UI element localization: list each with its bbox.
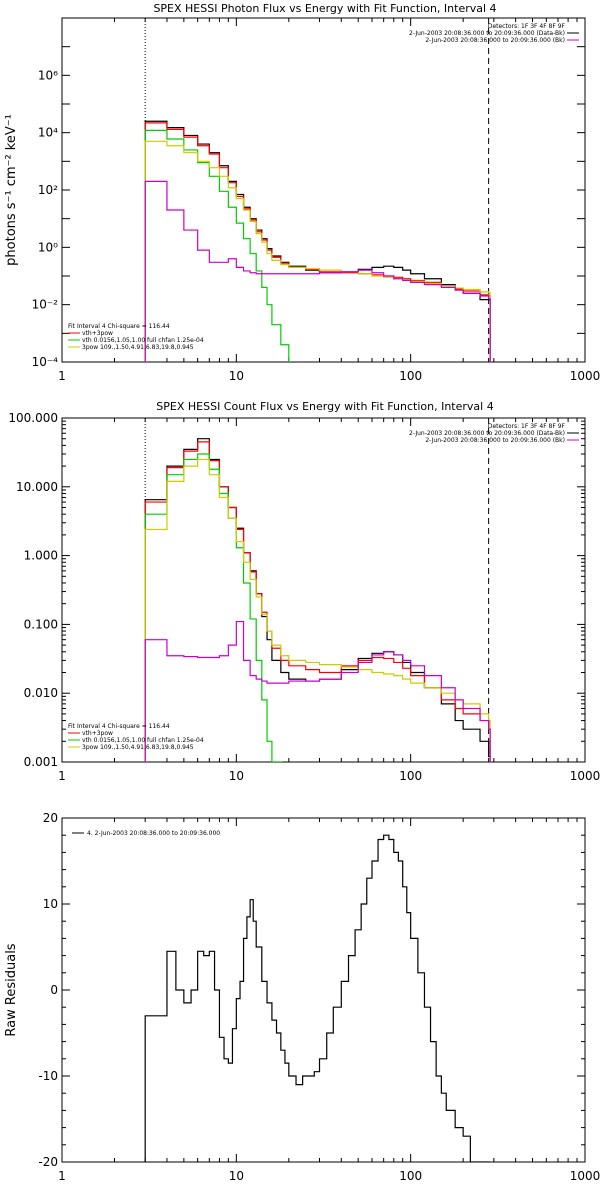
x-tick-label: 100	[399, 369, 422, 383]
y-axis-label-text: photons s⁻¹ cm⁻² keV⁻¹	[4, 114, 19, 266]
legend-entry: 3pow 109.,1.50,4.91,6.83,19.8,0.945	[82, 344, 194, 351]
x-tick-label: 1000	[570, 369, 600, 383]
legend-entry: 2-Jun-2003 20:08:36.000 to 20:09:36.000 …	[409, 430, 565, 437]
legend-entry: 2-Jun-2003 20:08:36.000 to 20:09:36.000 …	[409, 30, 565, 37]
legend-entry: 2-Jun-2003 20:08:36.000 to 20:09:36.000 …	[425, 37, 565, 44]
data-series-1	[144, 122, 491, 362]
series-group	[144, 438, 491, 762]
y-tick-label: 20	[43, 811, 58, 825]
y-tick-label: 0.100	[24, 617, 58, 631]
legend-entry: Fit Interval 4 Chi-square = 116.44	[68, 323, 170, 330]
legend-entry: vth+3pow	[82, 730, 113, 737]
x-tick-label: 100	[399, 769, 422, 783]
x-tick-label: 100	[399, 1169, 422, 1183]
chart-title: SPEX HESSI Photon Flux vs Energy with Fi…	[153, 2, 496, 15]
y-tick-label: 0	[50, 983, 58, 997]
series-group	[144, 120, 491, 362]
x-tick-label: 1	[58, 769, 66, 783]
y-tick-label: 10²	[38, 183, 58, 197]
legend-entry: 4. 2-Jun-2003 20:08:36.000 to 20:09:36.0…	[87, 830, 220, 837]
y-tick-label: 10⁰	[38, 240, 58, 254]
y-tick-label: 10⁻⁴	[32, 355, 59, 369]
y-tick-label: 100.000	[8, 411, 58, 425]
legend-entry: Fit Interval 4 Chi-square = 116.44	[68, 723, 170, 730]
y-tick-label: -10	[38, 1069, 58, 1083]
legend-entry: 3pow 109.,1.50,4.91,6.83,19.8,0.945	[82, 744, 194, 751]
y-tick-label: 0.001	[24, 755, 58, 769]
data-series-0	[144, 438, 491, 762]
legend-entry: vth 0.0156,1.05,1.00 full chfan 1.25e-04	[82, 337, 204, 344]
data-series-3	[144, 140, 491, 362]
y-axis-label: Raw Residuals	[4, 943, 19, 1036]
y-tick-label: -20	[38, 1155, 58, 1169]
data-series-0	[144, 120, 491, 362]
x-tick-label: 1000	[570, 1169, 600, 1183]
y-tick-label: 10⁻²	[32, 298, 59, 312]
y-tick-label: 10.000	[16, 480, 58, 494]
chart-title: SPEX HESSI Count Flux vs Energy with Fit…	[156, 400, 493, 413]
legend-entry: vth+3pow	[82, 330, 113, 337]
y-axis-label: photons s⁻¹ cm⁻² keV⁻¹	[4, 114, 19, 266]
legend-entry: vth 0.0156,1.05,1.00 full chfan 1.25e-04	[82, 737, 204, 744]
plot-area: 1 10 100 1000 -20 -10 0 10 20 4. 2-Jun-2003 20:08…	[38, 811, 600, 1183]
data-series-4	[144, 620, 491, 762]
data-series-0	[144, 834, 491, 1162]
plot-area: 1 10 100 1000 10⁻⁴ 10⁻² 10⁰ 10² 10⁴ 10⁶ Detectors:…	[32, 17, 600, 383]
data-series-3	[144, 458, 491, 762]
legend-entry: Detectors: 1F 3F 4F 8F 9F	[488, 23, 566, 30]
y-tick-label: 10⁴	[38, 126, 58, 140]
y-axis-label-text: Raw Residuals	[4, 943, 19, 1036]
x-tick-label: 10	[229, 369, 244, 383]
x-tick-label: 1000	[570, 769, 600, 783]
y-tick-label: 10	[43, 897, 58, 911]
plot-frame	[61, 17, 586, 363]
data-series-2	[144, 129, 291, 362]
x-tick-label: 10	[229, 1169, 244, 1183]
series-group	[144, 834, 491, 1162]
plot-frame	[61, 417, 586, 763]
y-tick-label: 1.000	[24, 549, 58, 563]
plot-area: 1 10 100 1000 0.001 0.010 0.100 1.000 10.000 100.…	[8, 411, 600, 783]
photon-flux-chart: SPEX HESSI Photon Flux vs Energy with Fi…	[4, 2, 600, 383]
data-series-1	[144, 441, 491, 762]
residuals-chart: Raw Residuals 1 10 100 1000 -20 -10 0 10 20 4. 2-…	[4, 811, 600, 1183]
y-tick-label: 0.010	[24, 686, 58, 700]
x-tick-label: 1	[58, 1169, 66, 1183]
legend-entry: 2-Jun-2003 20:08:36.000 to 20:09:36.000 …	[425, 437, 565, 444]
x-tick-label: 1	[58, 369, 66, 383]
plot-frame	[61, 817, 586, 1163]
legend-entry: Detectors: 1F 3F 4F 8F 9F	[488, 423, 566, 430]
y-tick-label: 10⁶	[38, 68, 58, 82]
count-flux-chart: SPEX HESSI Count Flux vs Energy with Fit…	[8, 400, 600, 783]
data-series-4	[144, 180, 491, 362]
x-tick-label: 10	[229, 769, 244, 783]
